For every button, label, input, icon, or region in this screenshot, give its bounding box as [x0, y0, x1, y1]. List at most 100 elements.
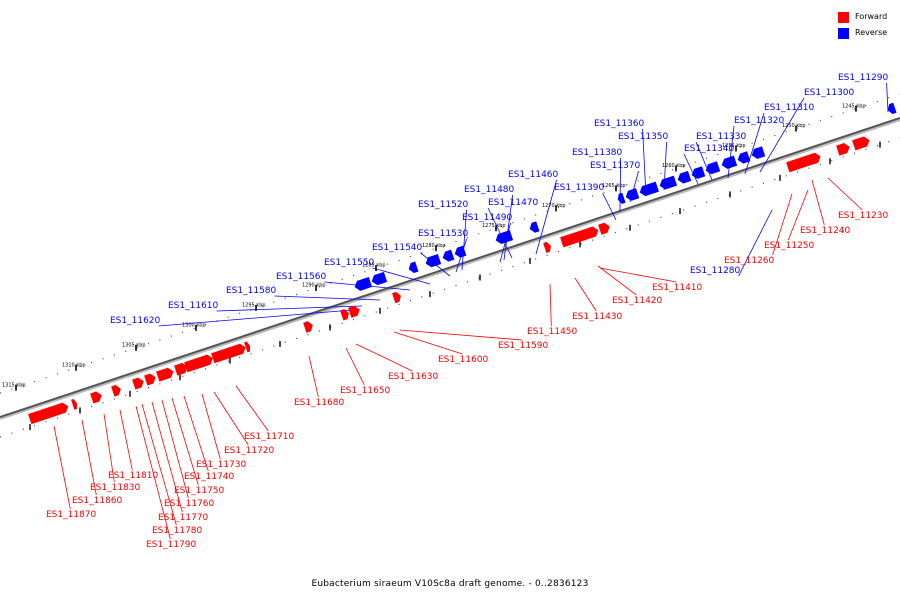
forward-gene-arrow: [156, 367, 174, 382]
forward-leader: [201, 393, 221, 460]
forward-leader: [399, 329, 523, 341]
reverse-gene-arrow: [751, 146, 766, 159]
scale-label: 1260 kbp: [662, 163, 686, 169]
forward-gene-label: ES1_11430: [572, 312, 623, 322]
forward-gene-arrow: [211, 343, 246, 364]
forward-gene-label: ES1_11420: [612, 296, 663, 306]
forward-gene-arrow: [340, 309, 349, 321]
forward-gene-label: ES1_11450: [527, 327, 578, 337]
legend-forward-label: Forward: [855, 12, 888, 21]
reverse-gene-arrow: [617, 192, 626, 204]
reverse-gene-label: ES1_11490: [462, 213, 513, 223]
reverse-leader: [487, 207, 513, 259]
scale-label: 1250 kbp: [782, 123, 806, 129]
scale-ticks: 1245 kbp 1250 kbp 1255 kbp 1260 kbp 1265 kbp…: [2, 103, 881, 431]
forward-leader: [183, 395, 209, 472]
forward-leader: [355, 343, 413, 372]
forward-leader: [827, 177, 863, 211]
scale-label: 1310 kbp: [62, 362, 86, 368]
scale-label: 1280 kbp: [422, 243, 446, 249]
forward-gene-arrow: [836, 143, 850, 156]
reverse-leader: [503, 194, 513, 261]
forward-gene-arrow: [90, 391, 102, 404]
forward-leader: [53, 425, 71, 510]
reverse-leader: [602, 192, 617, 221]
forward-gene-arrow: [543, 241, 551, 253]
reverse-gene-label: ES1_11550: [324, 258, 375, 268]
reverse-gene-arrow: [625, 188, 640, 201]
reverse-gene-label: ES1_11390: [554, 183, 605, 193]
reverse-gene-arrow: [425, 253, 442, 268]
reverse-gene-label: ES1_11610: [168, 301, 219, 311]
scale-label: 1255 kbp: [722, 143, 746, 149]
reverse-leader: [683, 153, 699, 185]
reverse-gene-arrow: [659, 175, 678, 190]
scale-label: 1285 kbp: [362, 263, 386, 269]
reverse-gene-arrow: [495, 230, 514, 244]
forward-gene-label: ES1_11870: [46, 510, 97, 520]
forward-gene-label: ES1_11730: [196, 460, 247, 470]
reverse-gene-label: ES1_11580: [226, 286, 277, 296]
reverse-gene-arrow: [529, 221, 540, 233]
reverse-gene-label: ES1_11310: [764, 103, 815, 113]
forward-gene-label: ES1_11720: [224, 446, 275, 456]
reverse-gene-label: ES1_11280: [690, 266, 741, 276]
forward-leader: [235, 385, 269, 432]
reverse-swatch: [838, 27, 849, 39]
backbone-shadow: [0, 118, 900, 420]
reverse-gene-label: ES1_11480: [464, 185, 515, 195]
reverse-gene-arrow: [887, 102, 897, 115]
forward-gene-label: ES1_11760: [164, 499, 215, 509]
gene-arrows: [28, 102, 897, 425]
forward-leader: [171, 397, 199, 486]
forward-gene-label: ES1_11410: [652, 283, 703, 293]
reverse-gene-label: ES1_11330: [696, 132, 747, 142]
reverse-gene-label: ES1_11620: [110, 316, 161, 326]
reverse-leader: [619, 157, 621, 213]
reverse-gene-label: ES1_11360: [594, 119, 645, 129]
forward-leader: [393, 331, 463, 355]
forward-swatch: [838, 11, 849, 23]
scale-label: 1275 kbp: [482, 223, 506, 229]
forward-gene-label: ES1_11230: [838, 211, 889, 221]
reverse-gene-arrow: [371, 271, 388, 286]
reverse-gene-label: ES1_11340: [684, 144, 735, 154]
forward-gene-arrow: [174, 362, 188, 376]
reverse-leader: [461, 209, 467, 271]
forward-gene-label: ES1_11860: [72, 496, 123, 506]
reverse-gene-arrow: [442, 249, 455, 262]
forward-gene-label: ES1_11790: [146, 540, 197, 550]
forward-gene-label: ES1_11650: [340, 386, 391, 396]
forward-gene-arrow: [852, 136, 870, 151]
forward-gene-label: ES1_11590: [498, 341, 549, 351]
legend-forward: Forward: [838, 9, 887, 25]
forward-leader: [772, 193, 793, 256]
forward-leader: [599, 267, 677, 283]
forward-gene-arrow: [71, 399, 78, 410]
forward-leader: [345, 347, 365, 386]
forward-leader: [161, 399, 189, 499]
reverse-leader: [216, 305, 363, 312]
forward-gene-arrow: [786, 152, 821, 173]
reverse-leader: [372, 267, 431, 285]
forward-gene-arrow: [184, 354, 213, 373]
forward-gene-label: ES1_11830: [90, 483, 141, 493]
forward-gene-label: ES1_11680: [294, 398, 345, 408]
forward-gene-label: ES1_11710: [244, 432, 295, 442]
reverse-leader: [744, 112, 765, 175]
reverse-gene-label: ES1_11470: [488, 198, 539, 208]
reverse-leader: [158, 309, 353, 327]
scale-label: 1245 kbp: [842, 103, 866, 109]
forward-gene-label: ES1_11780: [152, 526, 203, 536]
reverse-gene-arrow: [721, 155, 738, 169]
reverse-leader: [274, 295, 381, 301]
forward-gene-arrow: [28, 402, 69, 425]
forward-leader: [811, 179, 825, 226]
reverse-gene-label: ES1_11520: [418, 200, 469, 210]
forward-guide-line: [0, 137, 900, 438]
legend-reverse: Reverse: [838, 25, 887, 41]
reverse-gene-label: ES1_11290: [838, 73, 889, 83]
forward-gene-arrow: [144, 373, 156, 386]
genome-backbone: [0, 117, 900, 420]
reverse-leader: [695, 141, 713, 181]
